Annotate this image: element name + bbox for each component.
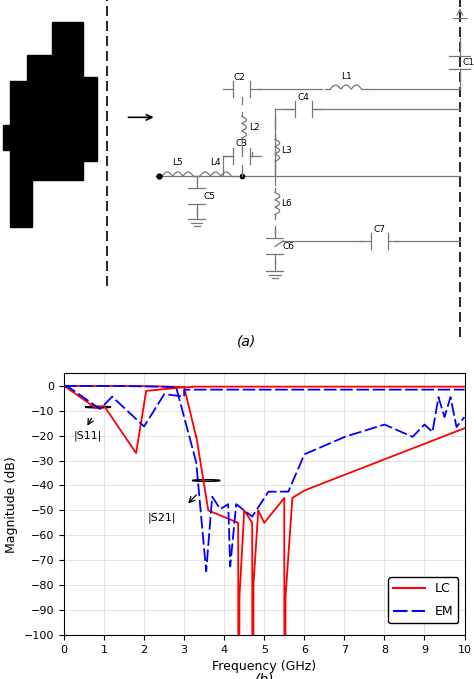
- Text: L6: L6: [282, 199, 292, 208]
- Text: C4: C4: [297, 93, 310, 102]
- Text: L5: L5: [173, 158, 183, 167]
- Legend: LC, EM: LC, EM: [388, 577, 458, 623]
- Polygon shape: [3, 125, 13, 150]
- Text: C6: C6: [282, 242, 294, 251]
- Text: C3: C3: [236, 139, 248, 149]
- Text: C5: C5: [204, 191, 216, 201]
- Polygon shape: [10, 22, 97, 227]
- X-axis label: Frequency (GHz): Frequency (GHz): [212, 660, 316, 673]
- Text: |S11|: |S11|: [74, 430, 102, 441]
- Text: L3: L3: [282, 146, 292, 155]
- Text: L1: L1: [341, 72, 351, 81]
- Y-axis label: Magnitude (dB): Magnitude (dB): [5, 456, 18, 553]
- Text: (a): (a): [237, 334, 256, 348]
- Text: C1: C1: [462, 58, 474, 67]
- Text: C7: C7: [373, 225, 385, 234]
- Text: L2: L2: [249, 123, 259, 132]
- Text: (b): (b): [255, 672, 274, 679]
- Text: C2: C2: [233, 73, 246, 81]
- Text: |S21|: |S21|: [148, 513, 177, 523]
- Text: L4: L4: [210, 158, 221, 167]
